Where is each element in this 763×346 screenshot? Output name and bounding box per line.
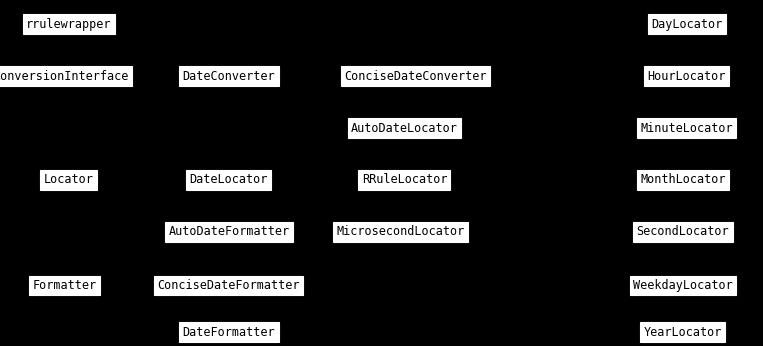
Text: ConciseDateFormatter: ConciseDateFormatter bbox=[158, 279, 300, 292]
Text: AutoDateLocator: AutoDateLocator bbox=[351, 121, 458, 135]
Text: DateFormatter: DateFormatter bbox=[182, 326, 275, 339]
Text: HourLocator: HourLocator bbox=[648, 70, 726, 83]
Text: DayLocator: DayLocator bbox=[651, 18, 723, 31]
Text: YearLocator: YearLocator bbox=[644, 326, 722, 339]
Text: AutoDateFormatter: AutoDateFormatter bbox=[169, 225, 289, 238]
Text: Locator: Locator bbox=[43, 173, 94, 186]
Text: MicrosecondLocator: MicrosecondLocator bbox=[336, 225, 465, 238]
Text: ConciseDateConverter: ConciseDateConverter bbox=[345, 70, 487, 83]
Text: DateConverter: DateConverter bbox=[182, 70, 275, 83]
Text: Formatter: Formatter bbox=[33, 279, 97, 292]
Text: MinuteLocator: MinuteLocator bbox=[640, 121, 733, 135]
Text: SecondLocator: SecondLocator bbox=[636, 225, 729, 238]
Text: ConversionInterface: ConversionInterface bbox=[0, 70, 129, 83]
Text: rrulewrapper: rrulewrapper bbox=[26, 18, 111, 31]
Text: DateLocator: DateLocator bbox=[190, 173, 268, 186]
Text: WeekdayLocator: WeekdayLocator bbox=[633, 279, 732, 292]
Text: RRuleLocator: RRuleLocator bbox=[362, 173, 447, 186]
Text: MonthLocator: MonthLocator bbox=[640, 173, 726, 186]
